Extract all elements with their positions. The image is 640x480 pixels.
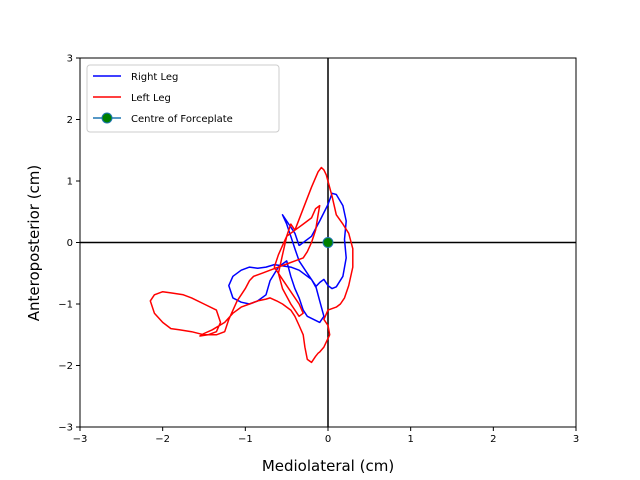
x-axis-label: Mediolateral (cm) <box>262 457 394 475</box>
y-tick-label: 0 <box>67 238 73 249</box>
x-tick-label: 2 <box>490 434 496 445</box>
y-tick-label: −1 <box>58 300 73 311</box>
y-axis-ticks: −3 −2 −1 0 1 2 3 <box>58 54 80 434</box>
legend-label-right-leg: Right Leg <box>131 72 178 83</box>
y-tick-label: 2 <box>67 115 73 126</box>
legend: Right Leg Left Leg Centre of Forceplate <box>86 64 280 133</box>
x-tick-label: −3 <box>73 434 88 445</box>
x-tick-label: −1 <box>238 434 253 445</box>
legend-swatch-centre-marker <box>101 112 113 124</box>
x-tick-label: 1 <box>407 434 413 445</box>
x-tick-label: −2 <box>155 434 170 445</box>
y-tick-label: −2 <box>58 361 73 372</box>
legend-box <box>86 64 280 133</box>
legend-label-left-leg: Left Leg <box>131 93 171 104</box>
series-left-leg <box>149 166 354 364</box>
y-tick-label: 1 <box>67 177 73 188</box>
x-tick-label: 0 <box>325 434 331 445</box>
centre-of-forceplate-marker <box>322 237 334 248</box>
series-right-leg <box>228 192 347 324</box>
y-tick-label: 3 <box>67 54 73 65</box>
x-axis-ticks: −3 −2 −1 0 1 2 3 <box>73 427 579 445</box>
y-tick-label: −3 <box>58 423 73 434</box>
y-axis-label: Anteroposterior (cm) <box>25 165 43 322</box>
x-tick-label: 3 <box>573 434 579 445</box>
legend-label-centre-of-forceplate: Centre of Forceplate <box>131 114 233 125</box>
